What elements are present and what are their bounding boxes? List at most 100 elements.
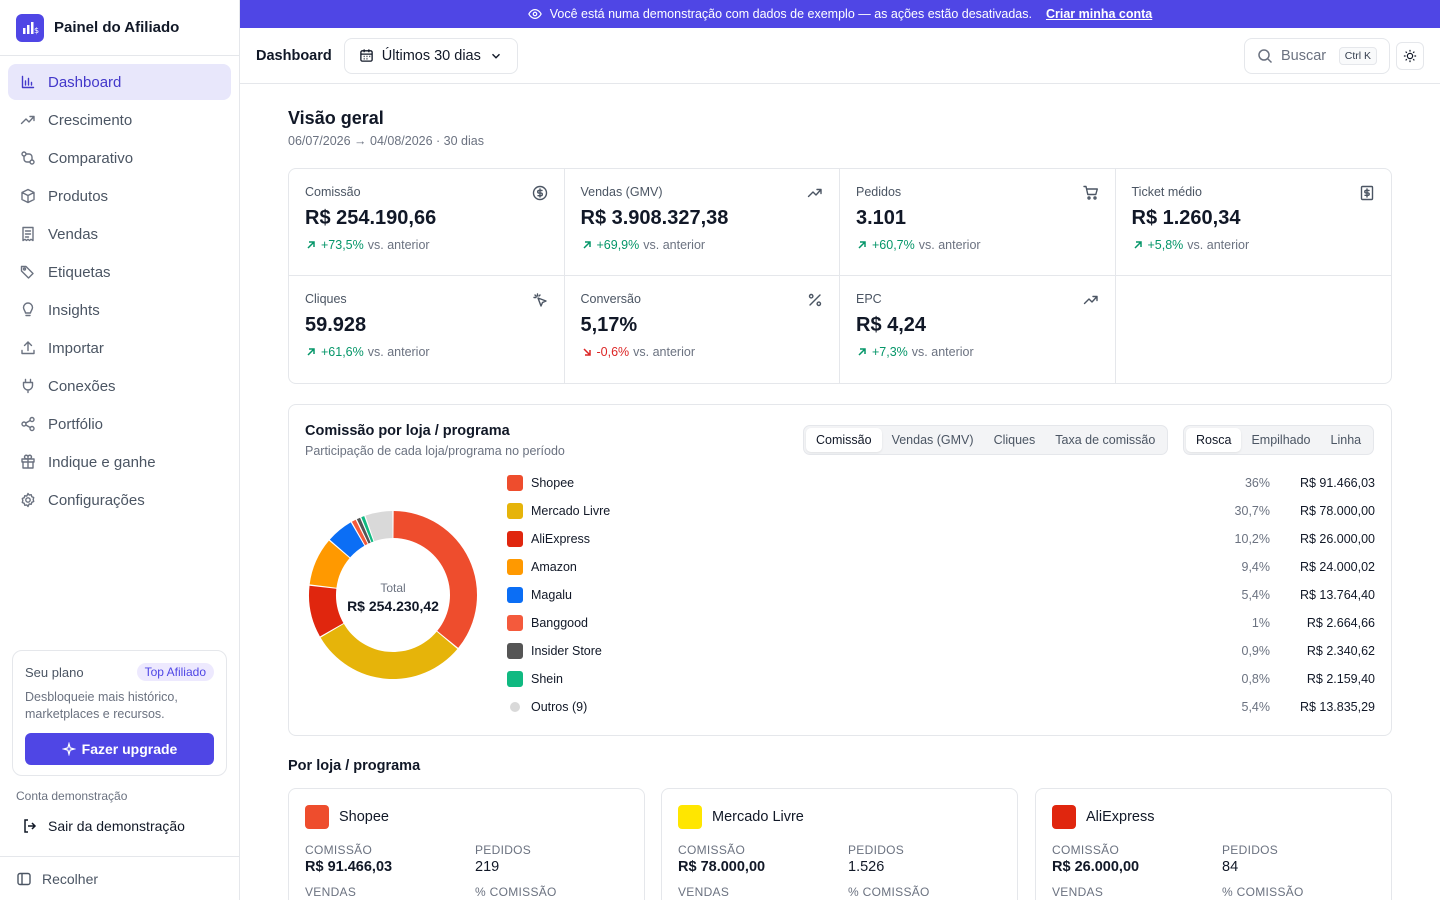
legend-row[interactable]: Magalu 5,4% R$ 13.764,40 bbox=[507, 581, 1375, 609]
legend-row[interactable]: Shopee 36% R$ 91.466,03 bbox=[507, 469, 1375, 497]
tags-icon bbox=[20, 265, 34, 279]
stat-label: VENDAS bbox=[678, 885, 730, 899]
legend-row[interactable]: Insider Store 0,9% R$ 2.340,62 bbox=[507, 637, 1375, 665]
store-card-header: Mercado Livre bbox=[678, 805, 1001, 829]
store-orders: 1.526 bbox=[848, 859, 885, 875]
donut-slice-insider-store[interactable] bbox=[356, 517, 371, 544]
date-range-subtitle: 06/07/2026 → 04/08/2026 · 30 dias bbox=[288, 134, 484, 148]
chart-subtitle: Participação de cada loja/programa no pe… bbox=[305, 444, 565, 458]
legend-name: Amazon bbox=[531, 560, 577, 574]
demo-account-label: Conta demonstração bbox=[16, 789, 128, 803]
kpi-card: EPC R$ 4,24 +7,3% vs. anterior bbox=[840, 276, 1116, 383]
donut-slice-shopee[interactable] bbox=[393, 511, 477, 648]
legend-value: R$ 2.664,66 bbox=[1306, 616, 1375, 630]
sidebar-item-etiquetas[interactable]: Etiquetas bbox=[8, 254, 231, 290]
donut-slice-aliexpress[interactable] bbox=[309, 585, 344, 637]
kpi-card: Cliques 59.928 +61,6% vs. anterior bbox=[289, 276, 565, 383]
collapse-sidebar-button[interactable]: Recolher bbox=[0, 856, 239, 900]
kpi-delta: +60,7% vs. anterior bbox=[856, 238, 1099, 252]
legend-percent: 9,4% bbox=[1241, 560, 1271, 574]
donut-slice-outros-9[interactable] bbox=[365, 511, 393, 542]
brand-logo-icon: $ bbox=[16, 13, 44, 42]
receipt-icon bbox=[22, 226, 34, 242]
sidebar-item-portf-lio[interactable]: Portfólio bbox=[8, 406, 231, 442]
search-input[interactable]: Buscar Ctrl K bbox=[1244, 38, 1390, 74]
stat-label: PEDIDOS bbox=[848, 843, 905, 857]
legend-row[interactable]: Mercado Livre 30,7% R$ 78.000,00 bbox=[507, 497, 1375, 525]
kpi-grid: Comissão R$ 254.190,66 +73,5% vs. anterior V… bbox=[288, 168, 1392, 384]
arrow-up-right-icon bbox=[1133, 241, 1142, 249]
stat-label: PEDIDOS bbox=[1222, 843, 1279, 857]
metric-tab-2[interactable]: Cliques bbox=[993, 433, 1036, 447]
gift-icon bbox=[21, 454, 35, 469]
sidebar-item-insights[interactable]: Insights bbox=[8, 292, 231, 328]
view-tab-2[interactable]: Linha bbox=[1330, 433, 1362, 447]
percent-icon bbox=[808, 293, 822, 307]
dot-icon bbox=[507, 699, 523, 715]
store-card[interactable]: AliExpress COMISSÃO R$ 26.000,00 PEDIDOS 84 V… bbox=[1035, 788, 1392, 900]
store-orders: 84 bbox=[1222, 859, 1239, 875]
stat-label: VENDAS bbox=[305, 885, 357, 899]
receipt-dollar-icon bbox=[1360, 185, 1374, 201]
legend-value: R$ 91.466,03 bbox=[1299, 476, 1375, 490]
donut-slice-banggood[interactable] bbox=[351, 519, 368, 546]
store-card[interactable]: Mercado Livre COMISSÃO R$ 78.000,00 PEDIDOS… bbox=[661, 788, 1018, 900]
calendar-icon bbox=[359, 49, 373, 62]
sidebar-item-dashboard[interactable]: Dashboard bbox=[8, 64, 231, 100]
legend-name: Mercado Livre bbox=[531, 504, 611, 518]
donut-slice-shein[interactable] bbox=[361, 516, 374, 543]
sparkles-icon bbox=[61, 742, 76, 756]
sidebar: $ Painel do Afiliado Dashboard Cresciment… bbox=[0, 0, 240, 900]
sidebar-item-indique-e-ganhe[interactable]: Indique e ganhe bbox=[8, 444, 231, 480]
sidebar-item-label: Indique e ganhe bbox=[48, 453, 156, 471]
stat-label: % COMISSÃO bbox=[475, 885, 557, 899]
plan-description: Desbloqueie mais histórico, marketplaces… bbox=[25, 690, 178, 721]
sidebar-item-produtos[interactable]: Produtos bbox=[8, 178, 231, 214]
sidebar-item-vendas[interactable]: Vendas bbox=[8, 216, 231, 252]
theme-toggle-button[interactable] bbox=[1396, 42, 1424, 70]
sidebar-item-crescimento[interactable]: Crescimento bbox=[8, 102, 231, 138]
sidebar-item-importar[interactable]: Importar bbox=[8, 330, 231, 366]
page-title: Visão geral bbox=[288, 108, 384, 128]
legend-row[interactable]: Banggood 1% R$ 2.664,66 bbox=[507, 609, 1375, 637]
sidebar-item-configura-es[interactable]: Configurações bbox=[8, 482, 231, 518]
kpi-delta-value: +69,9% bbox=[596, 238, 640, 252]
stores-section-title: Por loja / programa bbox=[288, 758, 421, 774]
date-range-select[interactable]: Últimos 30 dias bbox=[343, 37, 518, 74]
date-range-label: Últimos 30 dias bbox=[381, 47, 481, 64]
view-tab-1[interactable]: Empilhado bbox=[1251, 433, 1311, 447]
kpi-label: Cliques bbox=[305, 292, 347, 306]
metric-tab-3[interactable]: Taxa de comissão bbox=[1055, 433, 1156, 447]
legend-row[interactable]: Outros (9) 5,4% R$ 13.835,29 bbox=[507, 693, 1375, 721]
donut-slice-mercado-livre[interactable] bbox=[320, 623, 458, 679]
store-card[interactable]: Shopee COMISSÃO R$ 91.466,03 PEDIDOS 219 VEND… bbox=[288, 788, 645, 900]
create-account-link[interactable]: Criar minha conta bbox=[1045, 7, 1153, 21]
legend-row[interactable]: AliExpress 10,2% R$ 26.000,00 bbox=[507, 525, 1375, 553]
kpi-value: R$ 1.260,34 bbox=[1131, 207, 1241, 229]
metric-tab-1[interactable]: Vendas (GMV) bbox=[891, 433, 974, 447]
sidebar-item-comparativo[interactable]: Comparativo bbox=[8, 140, 231, 176]
brand[interactable]: $ Painel do Afiliado bbox=[0, 0, 239, 56]
store-commission: R$ 91.466,03 bbox=[305, 859, 393, 875]
store-logo-icon bbox=[507, 643, 523, 659]
legend-row[interactable]: Amazon 9,4% R$ 24.000,02 bbox=[507, 553, 1375, 581]
legend-value: R$ 26.000,00 bbox=[1299, 532, 1375, 546]
donut-slice-amazon[interactable] bbox=[309, 540, 350, 588]
metric-tab-0[interactable]: Comissão bbox=[806, 428, 882, 452]
store-logo-icon bbox=[507, 503, 523, 519]
sidebar-item-label: Importar bbox=[48, 339, 104, 357]
donut-slice-magalu[interactable] bbox=[329, 522, 365, 558]
legend-row[interactable]: Shein 0,8% R$ 2.159,40 bbox=[507, 665, 1375, 693]
sun-icon bbox=[1403, 49, 1417, 63]
kpi-empty-cell bbox=[1116, 276, 1392, 383]
settings-icon bbox=[21, 492, 35, 508]
sidebar-item-label: Dashboard bbox=[48, 73, 122, 91]
kpi-label: EPC bbox=[856, 292, 882, 306]
sidebar-item-conex-es[interactable]: Conexões bbox=[8, 368, 231, 404]
kpi-icon-wrapper bbox=[1359, 185, 1375, 204]
store-name: Shopee bbox=[339, 809, 389, 825]
upgrade-button[interactable]: Fazer upgrade bbox=[25, 733, 214, 765]
legend-percent: 5,4% bbox=[1241, 700, 1271, 714]
view-tab-0[interactable]: Rosca bbox=[1186, 428, 1242, 452]
exit-demo-button[interactable]: Sair da demonstração bbox=[12, 812, 195, 840]
